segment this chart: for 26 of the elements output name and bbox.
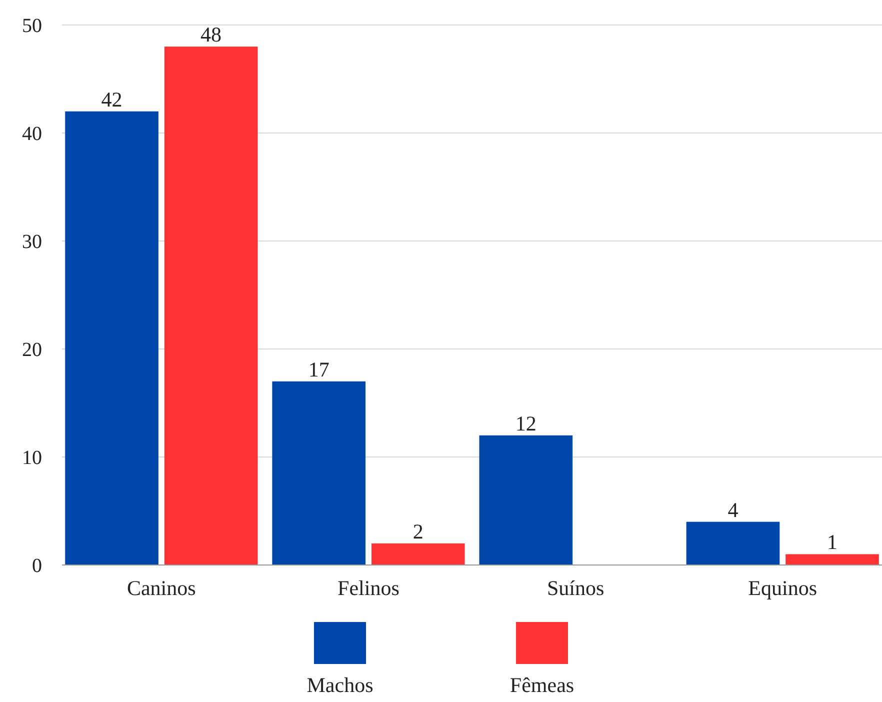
data-label: 1 <box>826 530 838 554</box>
y-tick-label: 40 <box>22 123 42 145</box>
x-tick-label: Suínos <box>546 576 604 600</box>
bar <box>371 543 465 565</box>
data-label: 17 <box>308 357 330 382</box>
data-label: 42 <box>101 87 122 112</box>
data-label: 4 <box>728 498 739 522</box>
x-tick-label: Caninos <box>126 576 196 600</box>
legend-label: Machos <box>306 673 374 697</box>
y-tick-label: 10 <box>22 447 42 469</box>
bar <box>164 46 258 565</box>
y-tick-label: 20 <box>22 339 42 361</box>
y-tick-label: 0 <box>32 555 42 577</box>
x-tick-label: Felinos <box>338 576 400 600</box>
bar <box>786 554 879 565</box>
bar <box>479 435 573 565</box>
x-tick-label: Equinos <box>748 576 818 600</box>
data-label: 12 <box>515 411 536 436</box>
bar <box>65 111 158 565</box>
y-tick-label: 30 <box>22 231 42 253</box>
y-tick-label: 50 <box>22 15 42 37</box>
bar <box>686 522 780 565</box>
data-label: 2 <box>412 519 424 544</box>
bar <box>272 381 366 565</box>
legend-label: Fêmeas <box>510 673 574 697</box>
data-label: 48 <box>200 22 222 47</box>
